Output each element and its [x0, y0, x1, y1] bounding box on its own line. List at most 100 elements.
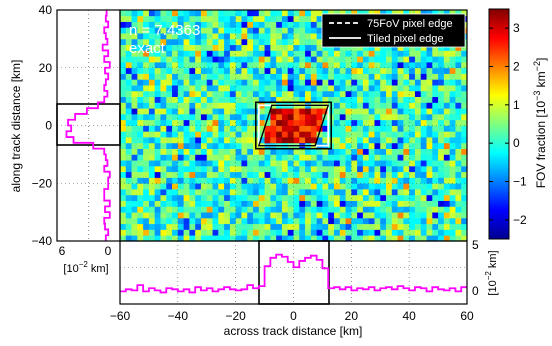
heatmap-cell [414, 61, 422, 69]
heatmap-cell [351, 171, 358, 178]
heatmap-cell [172, 194, 179, 201]
heatmap-cell [120, 131, 127, 138]
heatmap-cell [218, 142, 225, 149]
heatmap-cell [397, 67, 404, 74]
heatmap-cell [160, 165, 167, 173]
colorbar-tick-label: 0 [513, 136, 520, 150]
heatmap-cell [166, 212, 173, 219]
heatmap-cell [154, 154, 161, 161]
heatmap-cell [426, 96, 433, 103]
heatmap-cell [206, 119, 213, 126]
heatmap-cell [235, 171, 242, 178]
heatmap-cell [368, 200, 375, 207]
heatmap-cell [328, 154, 335, 161]
heatmap-cell [368, 85, 375, 92]
heatmap-cell [362, 206, 370, 213]
heatmap-cell [241, 171, 248, 178]
heatmap-cell [125, 183, 132, 190]
heatmap-cell [253, 148, 260, 155]
heatmap-cell [368, 102, 375, 109]
heatmap-cell [177, 33, 185, 40]
heatmap-cell [397, 131, 404, 138]
heatmap-cell [206, 229, 213, 236]
heatmap-cell [241, 183, 248, 190]
heatmap-cell [224, 15, 231, 22]
heatmap-cell [281, 15, 289, 22]
heatmap-cell [362, 56, 370, 63]
heatmap-cell [253, 223, 260, 230]
heatmap-cell [403, 177, 410, 184]
heatmap-cell [380, 160, 387, 167]
heatmap-cell [328, 212, 335, 219]
heatmap-cell [212, 85, 219, 92]
heatmap-cell [345, 154, 352, 161]
heatmap-cell [120, 108, 127, 115]
heatmap-cell [206, 165, 213, 173]
heatmap-cell [403, 119, 410, 126]
heatmap-cell [241, 102, 248, 109]
heatmap-cell [218, 44, 225, 51]
heatmap-cell [351, 148, 358, 155]
heatmap-cell [131, 67, 138, 74]
heatmap-cell [154, 102, 161, 109]
heatmap-cell [409, 131, 416, 138]
heatmap-cell [374, 212, 381, 219]
heatmap-cell [154, 183, 161, 190]
heatmap-cell [247, 235, 254, 241]
heatmap-cell [293, 73, 300, 80]
heatmap-cell [172, 67, 179, 74]
heatmap-cell [432, 44, 439, 51]
heatmap-cell [333, 44, 341, 51]
heatmap-cell [241, 38, 248, 46]
heatmap-cell [148, 33, 156, 40]
heatmap-cell [120, 119, 127, 126]
heatmap-cell [125, 67, 132, 74]
heatmap-cell [438, 113, 445, 121]
heatmap-cell [409, 61, 416, 69]
heatmap-cell [172, 229, 179, 236]
heatmap-cell [403, 154, 410, 161]
heatmap-cell [299, 200, 306, 207]
heatmap-cell [137, 56, 144, 63]
heatmap-cell [287, 67, 294, 74]
heatmap-cell [293, 171, 300, 178]
heatmap-cell [368, 73, 375, 80]
heatmap-cell [351, 125, 358, 132]
heatmap-cell [322, 56, 329, 63]
heatmap-cell [235, 90, 242, 98]
heatmap-cell [397, 119, 404, 126]
heatmap-cell [143, 177, 150, 184]
heatmap-cell [432, 189, 439, 196]
heatmap-cell [380, 102, 387, 109]
heatmap-cell [120, 67, 127, 74]
heatmap-cell [432, 160, 439, 167]
heatmap-cell [276, 200, 283, 207]
heatmap-cell [218, 50, 225, 57]
heatmap-cell [131, 50, 138, 57]
heatmap-cell [409, 119, 416, 126]
heatmap-cell [120, 38, 127, 46]
heatmap-cell [351, 154, 358, 161]
heatmap-cell [281, 108, 289, 115]
heatmap-cell [166, 90, 173, 98]
heatmap-cell [299, 137, 306, 144]
heatmap-cell [120, 125, 127, 132]
heatmap-cell [172, 235, 179, 241]
heatmap-cell [212, 194, 219, 201]
heatmap-cell [177, 61, 185, 69]
heatmap-cell [177, 223, 185, 230]
heatmap-cell [397, 160, 404, 167]
heatmap-cell [148, 177, 156, 184]
heatmap-cell [276, 73, 283, 80]
heatmap-cell [455, 154, 462, 161]
heatmap-cell [183, 177, 190, 184]
heatmap-cell [449, 10, 456, 17]
heatmap-cell [438, 148, 445, 155]
heatmap-cell [270, 183, 277, 190]
heatmap-cell [409, 200, 416, 207]
heatmap-cell [426, 200, 433, 207]
heatmap-cell [403, 148, 410, 155]
heatmap-cell [148, 61, 156, 69]
heatmap-cell [426, 177, 433, 184]
heatmap-cell [148, 73, 156, 80]
